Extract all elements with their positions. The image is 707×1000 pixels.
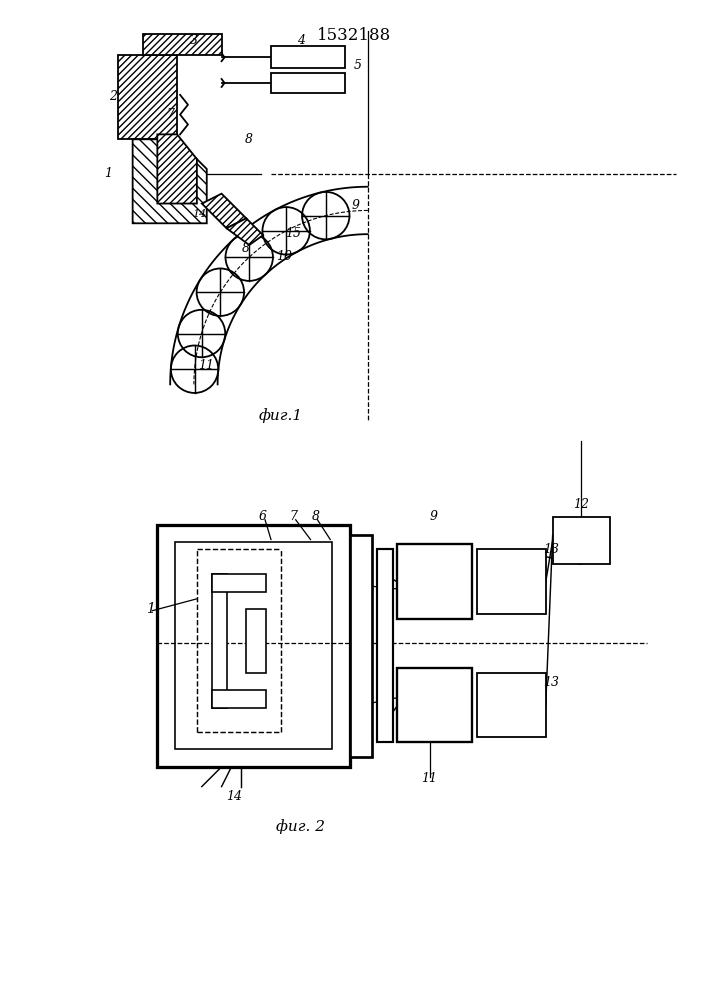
Text: 7: 7 (290, 510, 298, 523)
Bar (175, 542, 332, 749)
Text: 1: 1 (104, 167, 112, 180)
Bar (271, 46, 345, 68)
Polygon shape (143, 34, 221, 55)
Text: фиг.1: фиг.1 (259, 409, 303, 423)
Text: 9: 9 (430, 510, 438, 523)
Text: 15: 15 (285, 227, 300, 240)
Bar (211, 574, 266, 592)
Polygon shape (226, 218, 263, 245)
Bar (477, 549, 546, 614)
Bar (377, 549, 392, 742)
Bar (350, 535, 372, 757)
Text: 11: 11 (421, 772, 437, 785)
Bar (246, 609, 266, 673)
Bar (211, 574, 226, 708)
Text: 2: 2 (109, 90, 117, 103)
Text: 13: 13 (543, 543, 559, 556)
Bar (271, 73, 345, 93)
Text: 9: 9 (351, 199, 359, 212)
Polygon shape (201, 194, 246, 228)
Polygon shape (158, 134, 197, 204)
Bar (397, 668, 472, 742)
Text: 6: 6 (259, 510, 267, 523)
Text: 8: 8 (312, 510, 320, 523)
Polygon shape (118, 55, 177, 139)
Text: 5: 5 (354, 59, 362, 72)
Bar (211, 690, 266, 708)
Text: 8: 8 (243, 242, 250, 255)
Text: 12: 12 (573, 498, 589, 511)
Bar (397, 544, 472, 619)
Text: 1: 1 (146, 602, 155, 616)
Text: 8: 8 (245, 133, 253, 146)
Text: 14: 14 (226, 790, 243, 803)
Bar (553, 517, 610, 564)
Text: 11: 11 (199, 359, 214, 372)
Text: фиг. 2: фиг. 2 (276, 819, 325, 834)
Text: 13: 13 (543, 676, 559, 689)
Text: 7: 7 (166, 108, 174, 121)
Bar (158, 525, 350, 767)
Bar (477, 673, 546, 737)
Text: 3: 3 (190, 34, 198, 47)
Text: 14: 14 (193, 209, 207, 219)
Text: 10: 10 (276, 250, 292, 263)
Polygon shape (133, 139, 206, 223)
Text: 1532188: 1532188 (317, 27, 391, 44)
Text: 4: 4 (297, 34, 305, 47)
